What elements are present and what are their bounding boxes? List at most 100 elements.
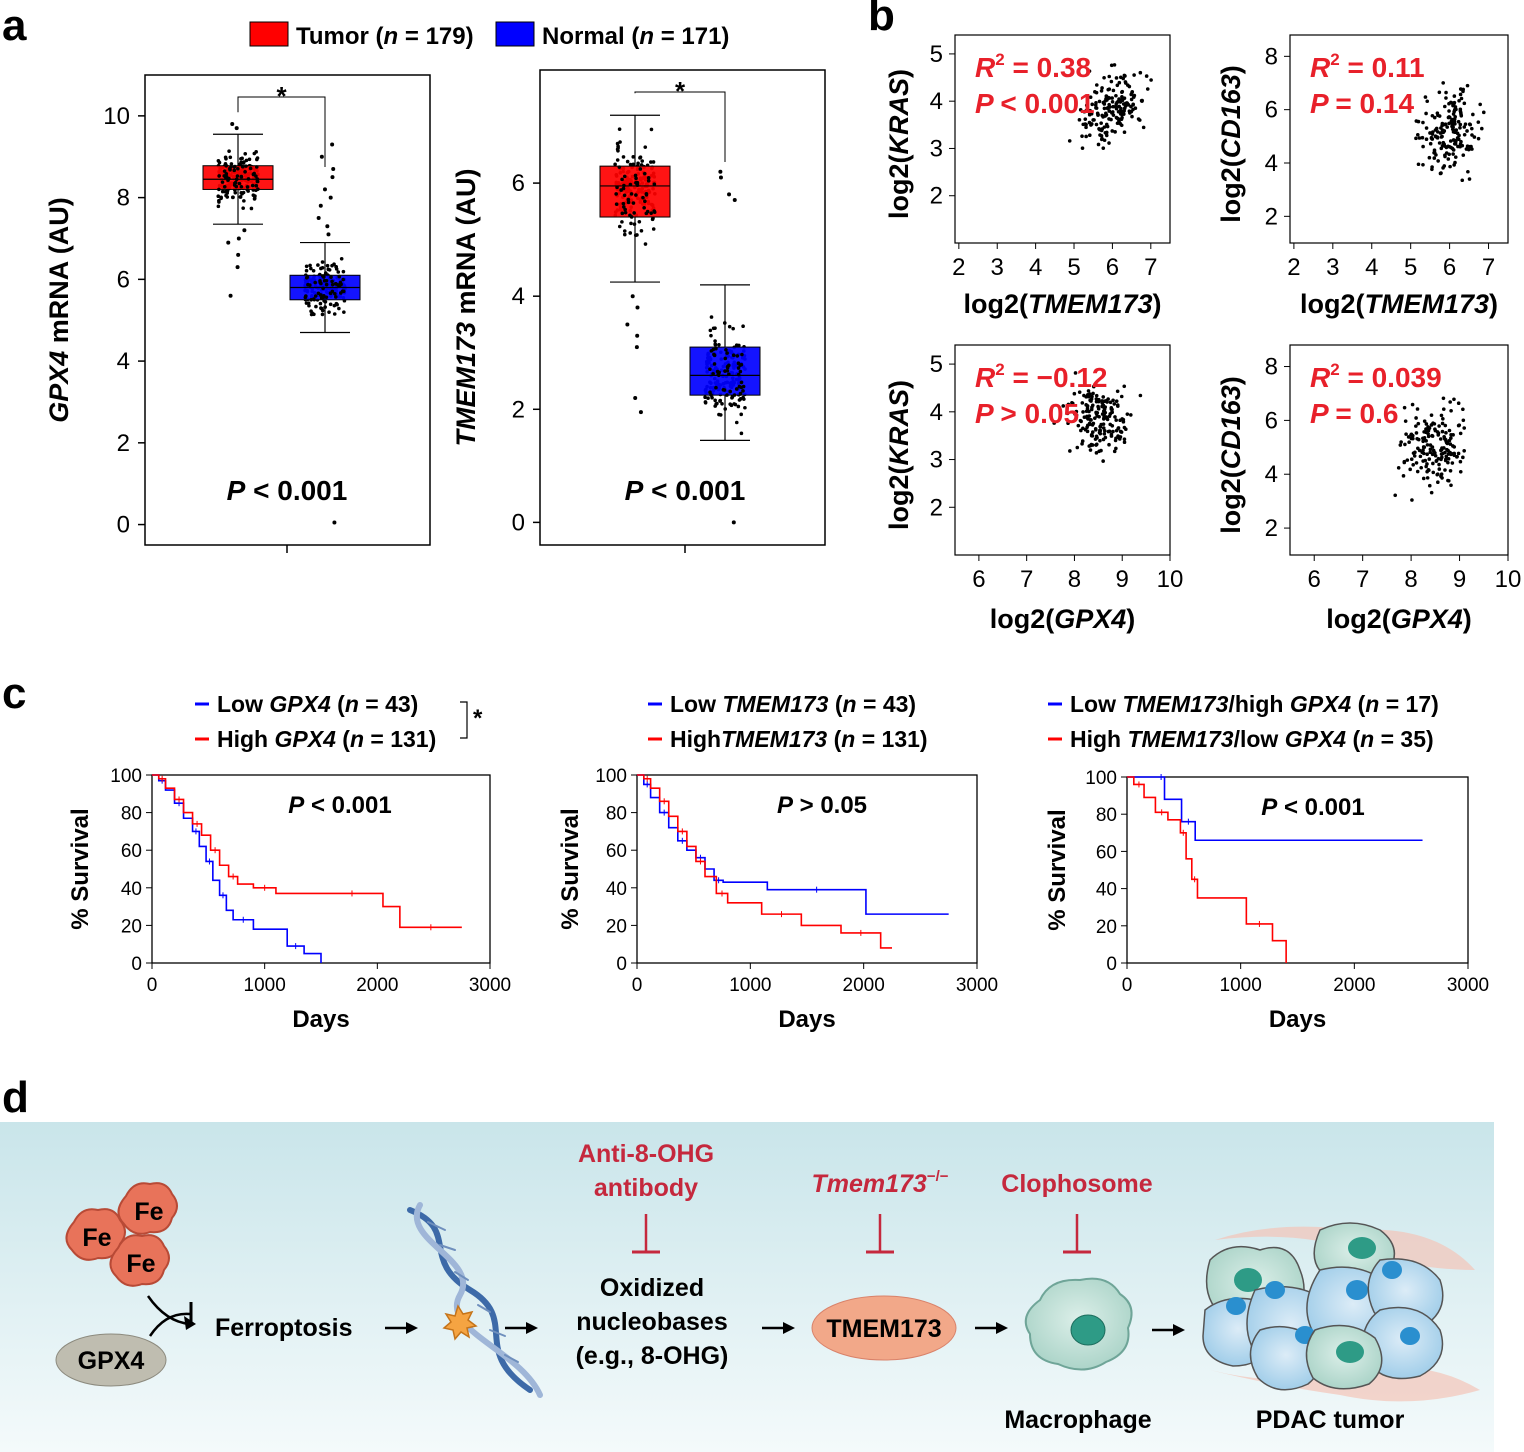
data-point: [318, 301, 323, 306]
data-point: [1465, 144, 1470, 149]
data-point: [1452, 445, 1457, 449]
x-axis-label: log2(TMEM173): [1300, 289, 1498, 319]
data-point: [1102, 75, 1106, 80]
x-tick-label: 7: [1144, 254, 1157, 281]
y-tick-label: 100: [595, 766, 627, 787]
data-point: [1114, 399, 1119, 403]
data-point: [234, 177, 239, 182]
data-point: [1095, 435, 1099, 440]
data-point: [1107, 74, 1112, 79]
y-tick-label: 20: [1096, 917, 1117, 938]
data-point: [224, 193, 228, 198]
data-point: [1426, 428, 1431, 433]
y-tick-label: 60: [1096, 842, 1117, 863]
data-point: [644, 192, 649, 197]
p-symbol: P: [975, 398, 1000, 429]
data-point: [328, 291, 333, 295]
data-point: [1098, 438, 1102, 443]
data-point: [1427, 468, 1431, 473]
boxplot-a-left: 0 2 4 6 8 10 GPX4 mRNA (AU) * P < 0.001: [44, 74, 431, 553]
x-axis-label: log2(TMEM173): [963, 289, 1161, 319]
data-point: [638, 155, 643, 160]
legend-label-part: (: [1351, 691, 1365, 717]
data-point: [1104, 133, 1109, 138]
data-point: [1116, 435, 1120, 439]
data-point: [1097, 127, 1101, 131]
data-point: [1441, 416, 1445, 421]
data-point: [1452, 94, 1457, 98]
data-point: [1445, 125, 1449, 129]
outlier-point: [318, 203, 323, 208]
data-point: [321, 286, 325, 291]
data-point: [1073, 371, 1078, 375]
r-squared-value: = −0.12: [1005, 362, 1108, 393]
y-tick-label: 2: [930, 494, 943, 521]
data-point: [1447, 145, 1452, 149]
data-point: [240, 164, 245, 169]
data-point: [629, 221, 633, 226]
data-point: [1149, 78, 1153, 82]
data-point: [1093, 426, 1098, 431]
data-point: [613, 162, 617, 167]
data-point: [1096, 404, 1100, 409]
data-point: [1445, 447, 1449, 452]
box-normal: [289, 142, 361, 525]
data-point: [1409, 436, 1414, 441]
outlier-point: [230, 122, 235, 127]
y-tick-label: 4: [117, 348, 130, 375]
x-axis-label-part: TMEM173: [1364, 289, 1489, 319]
data-point: [732, 393, 737, 397]
data-point: [1410, 498, 1414, 502]
outlier-point: [325, 224, 330, 229]
data-point: [247, 157, 252, 162]
data-point: [1115, 83, 1120, 88]
data-point: [629, 192, 634, 196]
x-tick-label: 2000: [356, 975, 398, 996]
data-point: [242, 199, 246, 203]
data-point: [1462, 125, 1467, 129]
data-point: [1432, 115, 1437, 120]
data-point: [305, 275, 310, 280]
data-point: [1421, 162, 1425, 167]
data-point: [640, 159, 645, 163]
data-point: [736, 372, 741, 377]
data-point: [1129, 97, 1134, 102]
data-point: [309, 266, 313, 271]
data-point: [1424, 137, 1429, 141]
legend-label-part: GPX4: [269, 691, 331, 717]
data-point: [1120, 89, 1125, 94]
data-point: [628, 162, 633, 167]
panel-d-diagram: Fe Fe Fe GPX4 Ferroptosis: [0, 1122, 1494, 1452]
data-point: [1099, 89, 1104, 93]
data-point: [222, 169, 227, 173]
data-point: [1466, 169, 1470, 174]
data-point: [634, 176, 638, 181]
x-axis-label-part: log2(: [963, 289, 1028, 319]
data-point: [1402, 405, 1407, 410]
data-point: [631, 155, 636, 159]
plot-frame: [954, 344, 1171, 556]
y-tick-label: 10: [103, 103, 130, 130]
data-point: [1429, 413, 1434, 417]
data-point: [643, 145, 648, 149]
data-point: [1112, 402, 1117, 406]
legend-a: Tumor (n = 179) Normal (n = 171): [249, 21, 729, 50]
legend-label-part: TMEM173: [721, 726, 827, 752]
data-point: [1087, 421, 1092, 426]
data-point: [621, 155, 626, 159]
data-point: [319, 306, 323, 310]
data-point: [1089, 399, 1093, 403]
data-point: [1089, 433, 1094, 438]
data-point: [1122, 437, 1127, 441]
data-point: [1110, 410, 1114, 415]
outlier-point: [718, 175, 723, 180]
legend-label-part: /high: [1228, 691, 1289, 717]
x-tick-label: 3000: [1447, 975, 1489, 996]
data-point: [1438, 437, 1443, 441]
fe-label: Fe: [134, 1198, 163, 1226]
box-tumor: [599, 114, 671, 415]
y-tick-label: 6: [1265, 407, 1278, 434]
data-point: [1114, 446, 1118, 451]
x-tick-label: 3: [1326, 254, 1339, 281]
